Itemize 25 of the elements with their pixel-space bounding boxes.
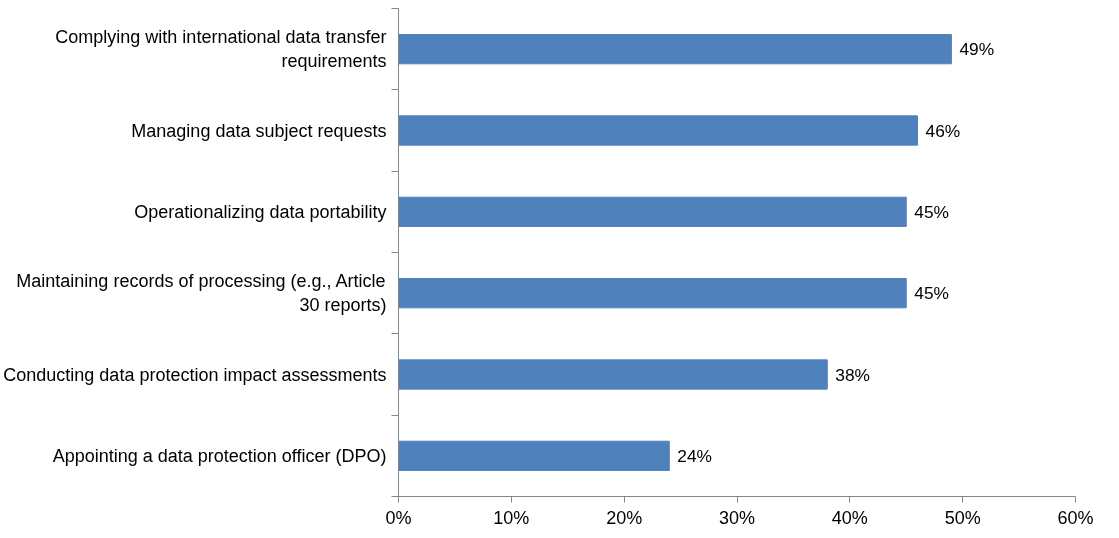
bar xyxy=(398,278,907,309)
x-tick-label: 20% xyxy=(606,507,643,528)
x-tick-label: 30% xyxy=(718,507,756,528)
data-label: 46% xyxy=(925,120,961,141)
bar xyxy=(398,359,828,390)
data-label: 49% xyxy=(959,39,995,60)
y-tick-label: Maintaining records of processing (e.g., Article 30 reports) xyxy=(16,271,387,316)
data-label: 24% xyxy=(677,445,712,466)
bar xyxy=(398,196,907,227)
x-tick-label: 10% xyxy=(493,507,530,528)
y-tick-label: Conducting data protection impact assessments xyxy=(3,364,387,385)
x-tick-label: 40% xyxy=(831,507,868,528)
data-label: 45% xyxy=(914,283,949,304)
bar xyxy=(398,115,919,146)
y-tick-label: Complying with international data transfer requirements xyxy=(55,27,387,72)
x-tick-label: 60% xyxy=(1057,507,1094,528)
data-label: 38% xyxy=(835,364,870,385)
bar xyxy=(398,34,952,65)
bar xyxy=(398,440,670,471)
x-tick-label: 0% xyxy=(385,507,412,528)
y-tick-label: Operationalizing data portability xyxy=(134,201,387,222)
y-tick-label: Managing data subject requests xyxy=(131,120,387,141)
data-label: 45% xyxy=(914,201,949,222)
x-tick-label: 50% xyxy=(944,507,981,528)
y-tick-label: Appointing a data protection officer (DPO) xyxy=(52,445,387,466)
